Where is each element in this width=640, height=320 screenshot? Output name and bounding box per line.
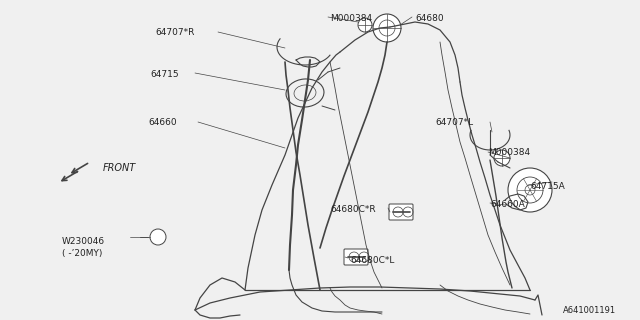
Text: M000384: M000384 bbox=[488, 148, 530, 157]
Text: M000384: M000384 bbox=[330, 14, 372, 23]
Text: 64660A: 64660A bbox=[490, 200, 525, 209]
Text: ( -’20MY): ( -’20MY) bbox=[62, 249, 102, 258]
Text: 64707*R: 64707*R bbox=[155, 28, 195, 37]
Circle shape bbox=[358, 18, 372, 32]
Text: 64707*L: 64707*L bbox=[435, 118, 473, 127]
FancyBboxPatch shape bbox=[344, 249, 368, 265]
Circle shape bbox=[494, 150, 510, 166]
Text: FRONT: FRONT bbox=[103, 163, 136, 173]
Circle shape bbox=[150, 229, 166, 245]
Text: W230046: W230046 bbox=[62, 237, 105, 246]
Text: 64680C*R: 64680C*R bbox=[330, 205, 376, 214]
Text: 64680: 64680 bbox=[415, 14, 444, 23]
Circle shape bbox=[508, 168, 552, 212]
Text: 64715A: 64715A bbox=[530, 182, 564, 191]
Text: 64680C*L: 64680C*L bbox=[350, 256, 394, 265]
Text: 64660: 64660 bbox=[148, 118, 177, 127]
Text: A641001191: A641001191 bbox=[563, 306, 616, 315]
Text: 64715: 64715 bbox=[150, 70, 179, 79]
FancyBboxPatch shape bbox=[389, 204, 413, 220]
Circle shape bbox=[373, 14, 401, 42]
